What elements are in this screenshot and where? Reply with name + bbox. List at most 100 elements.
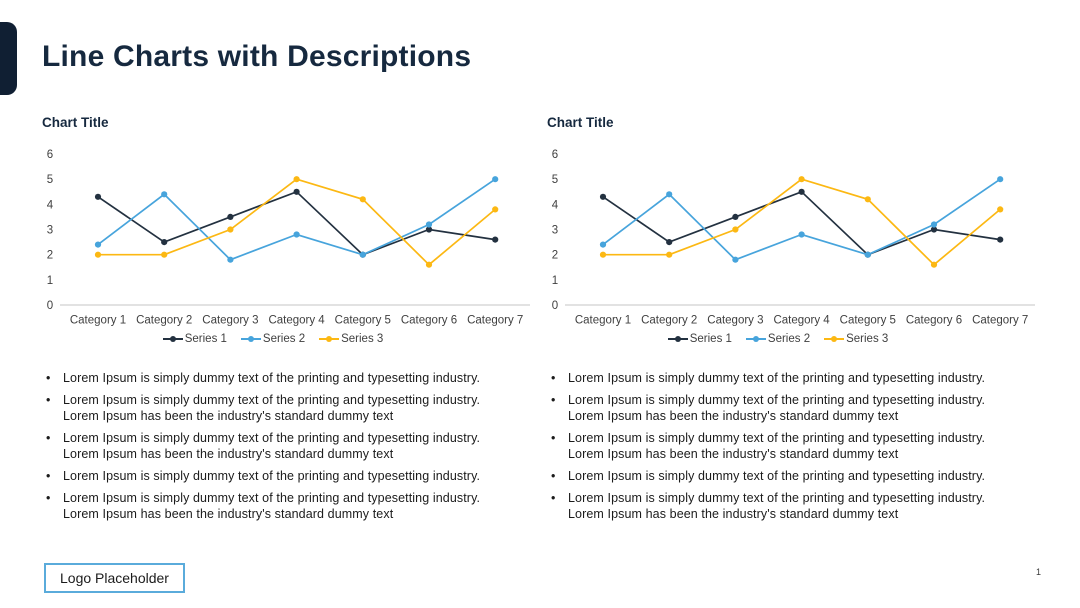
y-tick-label: 1 [552, 275, 558, 287]
chart-panel-right: Chart Title 0 1 2 3 4 5 6 Category 1 Category 2 C… [545, 110, 1035, 528]
data-point-marker [293, 176, 300, 183]
bullet-text: Lorem Ipsum is simply dummy text of the … [568, 393, 986, 423]
series-line [602, 190, 1001, 256]
y-tick-label: 4 [47, 199, 54, 211]
data-point-marker [227, 213, 234, 220]
bullet-list: • Lorem Ipsum is simply dummy text of the… [545, 370, 1035, 522]
x-category-label: Category 6 [401, 315, 457, 327]
legend-item: Series 2 [745, 332, 810, 346]
bullet-item: • Lorem Ipsum is simply dummy text of the… [46, 490, 530, 522]
data-point-marker [161, 239, 168, 246]
data-point-marker [864, 196, 871, 203]
legend-marker [319, 335, 340, 343]
data-point-marker [997, 176, 1004, 183]
data-point-marker [227, 226, 234, 233]
data-point-marker [492, 206, 499, 213]
chart-legend: Series 1 Series 2 Series 3 [545, 332, 1011, 346]
bullet-marker: • [551, 491, 556, 505]
y-tick-label: 2 [552, 250, 558, 262]
bullet-item: • Lorem Ipsum is simply dummy text of the… [46, 468, 530, 484]
data-point-marker [359, 251, 366, 258]
y-tick-label: 5 [47, 174, 53, 186]
x-category-label: Category 1 [575, 315, 631, 327]
data-point-marker [227, 256, 234, 263]
legend-item: Series 1 [162, 332, 227, 346]
bullet-item: • Lorem Ipsum is simply dummy text of the… [551, 468, 1035, 484]
line-chart: 0 1 2 3 4 5 6 Category 1 Category 2 Category 3 Cat… [545, 138, 1035, 346]
line-chart-svg: 0 1 2 3 4 5 6 Category 1 Category 2 Category 3 Cat… [552, 149, 1035, 327]
legend-item: Series 3 [824, 332, 888, 346]
data-point-marker [599, 193, 607, 200]
x-category-label: Category 7 [467, 315, 523, 327]
data-point-marker [666, 191, 673, 198]
data-point-marker [732, 256, 739, 263]
bullet-text: Lorem Ipsum is simply dummy text of the … [568, 431, 986, 461]
data-point-marker [666, 251, 673, 258]
legend-marker [162, 335, 183, 343]
data-point-marker [599, 241, 607, 248]
data-point-marker [425, 261, 433, 268]
legend-label: Series 3 [341, 333, 384, 345]
slide-title: Line Charts with Descriptions [42, 40, 472, 73]
legend-label: Series 1 [184, 333, 227, 345]
legend-item: Series 3 [319, 332, 383, 346]
chart-panels: Chart Title 0 1 2 3 4 5 6 Category 1 Category 2 C… [40, 110, 1035, 528]
bullet-item: • Lorem Ipsum is simply dummy text of the… [46, 392, 530, 424]
y-tick-label: 1 [47, 275, 53, 287]
line-chart: 0 1 2 3 4 5 6 Category 1 Category 2 Category 3 Cat… [40, 138, 530, 346]
x-category-label: Category 1 [70, 315, 126, 327]
data-point-marker [666, 239, 673, 246]
y-tick-label: 0 [552, 300, 558, 312]
x-category-label: Category 7 [972, 315, 1028, 327]
chart-legend: Series 1 Series 2 Series 3 [40, 332, 506, 346]
bullet-marker: • [46, 393, 51, 407]
bullet-text: Lorem Ipsum is simply dummy text of the … [568, 491, 986, 521]
x-category-label: Category 5 [335, 315, 391, 327]
chart-title: Chart Title [42, 115, 109, 130]
y-tick-label: 2 [47, 250, 53, 262]
data-point-marker [798, 231, 805, 238]
legend-label: Series 3 [846, 333, 889, 345]
data-point-marker [94, 251, 102, 258]
data-point-marker [94, 193, 102, 200]
data-point-marker [161, 191, 168, 198]
bullet-item: • Lorem Ipsum is simply dummy text of the… [551, 392, 1035, 424]
y-tick-label: 3 [47, 225, 53, 237]
bullet-text: Lorem Ipsum is simply dummy text of the … [568, 469, 986, 483]
y-tick-label: 5 [552, 174, 558, 186]
legend-item: Series 1 [667, 332, 732, 346]
data-point-marker [732, 226, 739, 233]
bullet-list: • Lorem Ipsum is simply dummy text of the… [40, 370, 530, 522]
series-line [97, 190, 496, 256]
data-point-marker [732, 213, 739, 220]
data-point-marker [930, 261, 938, 268]
logo-placeholder-label: Logo Placeholder [60, 570, 169, 586]
bullet-item: • Lorem Ipsum is simply dummy text of the… [46, 370, 530, 386]
bullet-text: Lorem Ipsum is simply dummy text of the … [63, 393, 481, 423]
page-number: 1 [1035, 567, 1041, 577]
bullet-marker: • [46, 491, 51, 505]
legend-marker [240, 335, 261, 343]
bullet-item: • Lorem Ipsum is simply dummy text of the… [46, 430, 530, 462]
bullet-marker: • [551, 469, 556, 483]
chart-title: Chart Title [547, 115, 614, 130]
legend-marker [745, 335, 766, 343]
data-point-marker [997, 236, 1004, 243]
data-point-marker [94, 241, 102, 248]
y-tick-label: 3 [552, 225, 558, 237]
legend-marker [667, 335, 688, 343]
bullet-marker: • [551, 371, 556, 385]
bullet-text: Lorem Ipsum is simply dummy text of the … [63, 431, 481, 461]
bullet-marker: • [46, 431, 51, 445]
y-tick-label: 6 [47, 149, 53, 161]
legend-marker [824, 335, 845, 343]
data-point-marker [161, 251, 168, 258]
x-category-label: Category 3 [707, 315, 763, 327]
data-point-marker [425, 226, 433, 233]
x-category-label: Category 4 [268, 315, 325, 327]
x-category-label: Category 2 [136, 315, 192, 327]
line-chart-svg: 0 1 2 3 4 5 6 Category 1 Category 2 Category 3 Cat… [47, 149, 530, 327]
y-tick-label: 0 [47, 300, 53, 312]
accent-tab [0, 22, 17, 95]
